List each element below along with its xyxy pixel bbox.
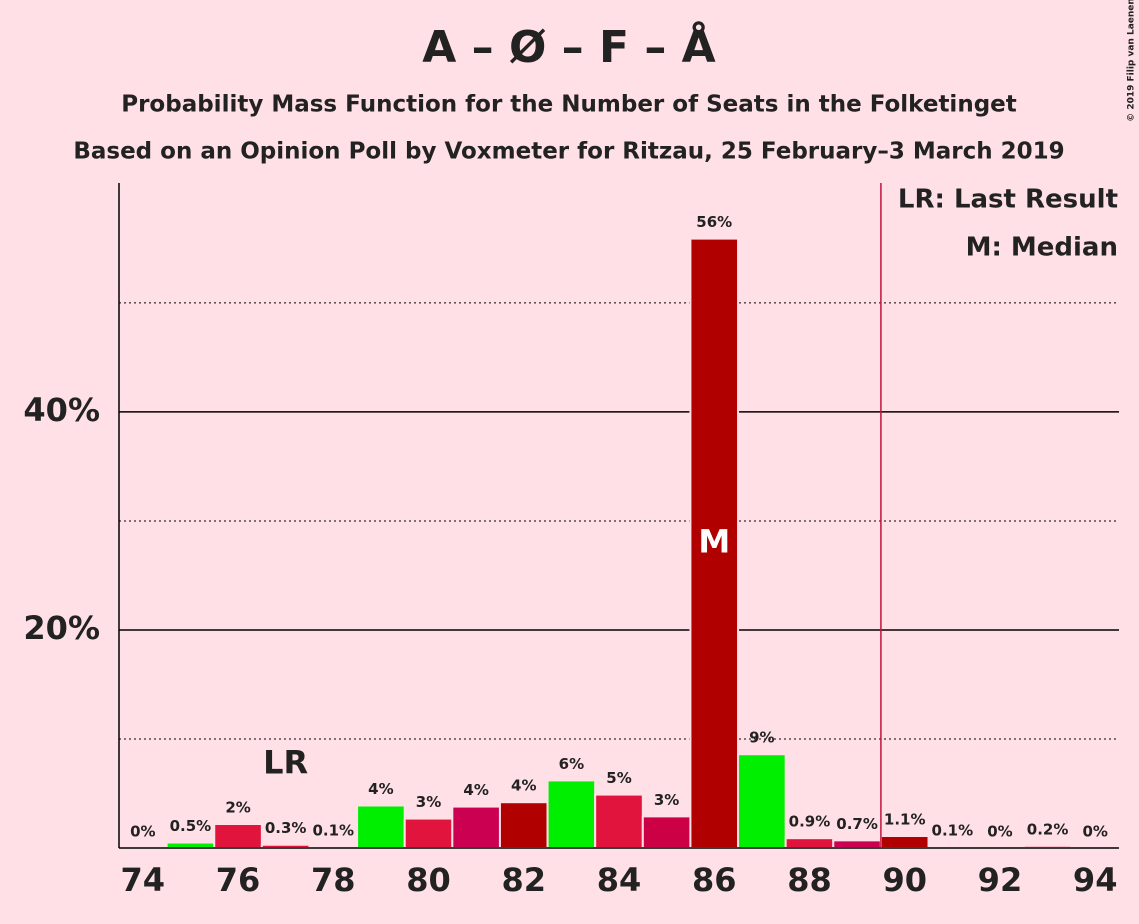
chart-subtitle: Based on an Opinion Poll by Voxmeter for… [73, 139, 1064, 165]
value-label: 0.7% [836, 815, 878, 833]
value-label: 0.2% [1027, 820, 1069, 838]
value-label: 0.9% [789, 813, 831, 831]
x-tick-label: 86 [692, 861, 737, 899]
bar [451, 805, 501, 850]
bar [832, 839, 882, 849]
x-tick-label: 90 [882, 861, 927, 899]
value-label: 0.1% [312, 821, 354, 839]
legend-entry: LR: Last Result [898, 185, 1118, 215]
bar [784, 837, 835, 850]
median-marker: M [698, 522, 730, 560]
bar [403, 817, 454, 849]
value-label: 1.1% [884, 811, 926, 829]
x-tick-label: 74 [121, 861, 166, 899]
legend-entry: M: Median [966, 233, 1118, 263]
value-label: 56% [696, 213, 732, 231]
value-label: 0.5% [170, 817, 212, 835]
bar [356, 804, 406, 849]
y-tick-label: 20% [23, 609, 100, 647]
value-label: 0% [130, 823, 155, 841]
bar [213, 823, 263, 850]
bar [546, 779, 597, 850]
value-label: 0.1% [932, 821, 974, 839]
last-result-marker: LR [263, 744, 308, 782]
value-label: 6% [559, 755, 584, 773]
bar [641, 815, 692, 850]
x-tick-label: 92 [978, 861, 1023, 899]
x-tick-label: 84 [597, 861, 642, 899]
x-tick-label: 88 [787, 861, 832, 899]
bar [879, 835, 930, 849]
value-label: 0.3% [265, 819, 307, 837]
value-label: 0% [987, 823, 1012, 841]
value-label: 5% [606, 769, 631, 787]
x-tick-label: 82 [501, 861, 546, 899]
bar [689, 237, 740, 849]
x-tick-label: 76 [216, 861, 261, 899]
bar [165, 841, 216, 850]
chart-subtitle: Probability Mass Function for the Number… [121, 92, 1017, 118]
value-label: 4% [463, 781, 488, 799]
value-label: 9% [749, 729, 774, 747]
value-label: 4% [511, 777, 536, 795]
value-label: 3% [654, 791, 679, 809]
x-tick-label: 78 [311, 861, 356, 899]
chart-title: A – Ø – F – Å [422, 20, 715, 73]
y-tick-label: 40% [23, 391, 100, 429]
bar [737, 753, 787, 850]
value-label: 3% [416, 793, 441, 811]
x-tick-label: 80 [406, 861, 451, 899]
bar [498, 801, 549, 850]
copyright: © 2019 Filip van Laenen [1127, 0, 1137, 122]
value-label: 0% [1082, 823, 1107, 841]
value-label: 2% [225, 799, 250, 817]
bar [594, 793, 644, 850]
value-label: 4% [368, 780, 393, 798]
x-tick-label: 94 [1073, 861, 1118, 899]
